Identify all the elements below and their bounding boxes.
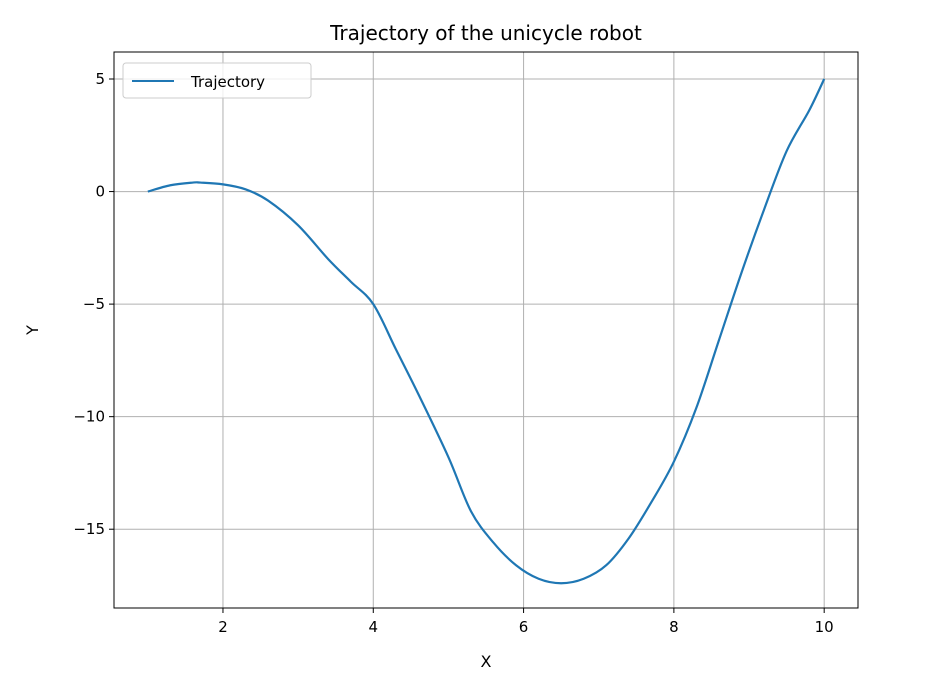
legend: Trajectory [122, 62, 312, 99]
y-axis-label: Y [23, 325, 42, 336]
plot-frame [113, 51, 859, 609]
y-tick-label: 0 [95, 183, 105, 201]
y-tick-label: 5 [95, 70, 105, 88]
legend-label: Trajectory [190, 73, 265, 91]
x-tick-label: 8 [669, 618, 679, 636]
x-axis-label: X [481, 652, 492, 671]
chart-title: Trajectory of the unicycle robot [329, 21, 642, 45]
y-tick-label: −10 [73, 408, 105, 426]
x-tick-label: 4 [368, 618, 378, 636]
axis-ticks: 2 4 6 8 10 5 0 −5 −10 −15 [73, 70, 833, 636]
series-line-trajectory [147, 78, 826, 585]
legend-box [122, 62, 312, 99]
x-tick-label: 2 [218, 618, 228, 636]
y-tick-label: −5 [83, 295, 105, 313]
x-tick-label: 6 [519, 618, 529, 636]
series-layer [147, 78, 826, 585]
y-tick-label: −15 [73, 520, 105, 538]
x-tick-label: 10 [815, 618, 834, 636]
